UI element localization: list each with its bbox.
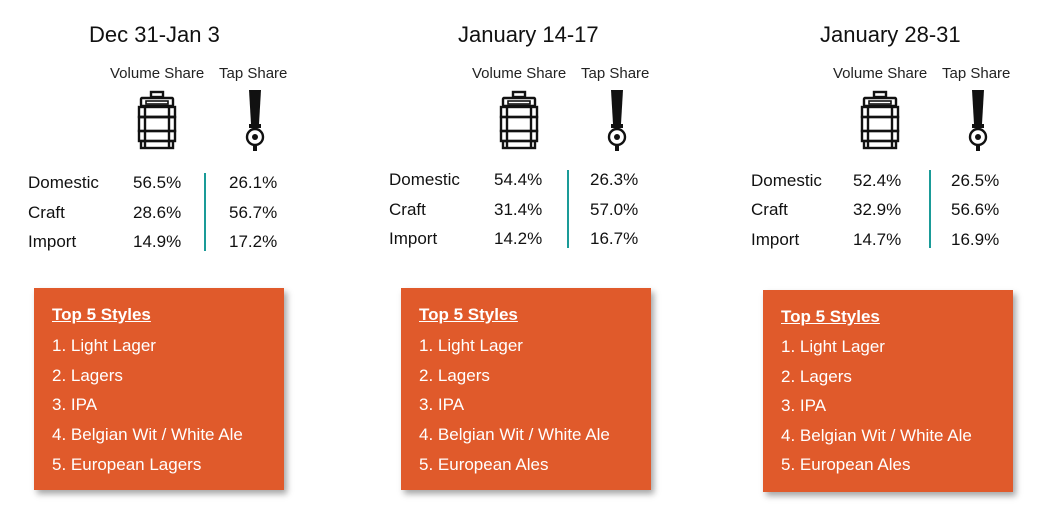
tap-value-craft: 56.7% <box>229 203 278 222</box>
style-item: 2. Lagers <box>52 366 123 385</box>
keg-icon <box>137 90 177 150</box>
tap-value-domestic: 26.3% <box>590 170 639 189</box>
volume-share-header: Volume Share <box>110 65 205 82</box>
period-title: January 28-31 <box>820 22 961 47</box>
column-divider <box>204 173 206 251</box>
top-styles-heading: Top 5 Styles <box>52 305 151 324</box>
volume-value-domestic: 56.5% <box>133 173 182 192</box>
period-title: Dec 31-Jan 3 <box>89 22 220 47</box>
keg-icon <box>499 90 539 150</box>
tap-share-header: Tap Share <box>219 65 288 82</box>
top-styles-heading: Top 5 Styles <box>419 305 518 324</box>
style-item: 1. Light Lager <box>419 336 523 355</box>
tap-share-header: Tap Share <box>942 65 1011 82</box>
top-styles-box: Top 5 Styles 1. Light Lager 2. Lagers 3.… <box>34 288 284 490</box>
row-label-domestic: Domestic <box>389 170 460 189</box>
tap-value-craft: 57.0% <box>590 200 639 219</box>
row-label-craft: Craft <box>28 203 65 222</box>
style-item: 4. Belgian Wit / White Ale <box>419 425 610 444</box>
style-item: 2. Lagers <box>781 367 852 386</box>
tap-value-import: 17.2% <box>229 232 278 251</box>
row-label-import: Import <box>28 232 77 251</box>
tap-value-import: 16.7% <box>590 229 639 248</box>
column-divider <box>567 170 569 248</box>
volume-share-header: Volume Share <box>833 65 928 82</box>
row-label-domestic: Domestic <box>28 173 99 192</box>
style-item: 5. European Ales <box>419 455 549 474</box>
style-item: 2. Lagers <box>419 366 490 385</box>
tap-value-domestic: 26.1% <box>229 173 278 192</box>
volume-share-header: Volume Share <box>472 65 567 82</box>
tap-value-import: 16.9% <box>951 230 1000 249</box>
tap-value-domestic: 26.5% <box>951 171 1000 190</box>
period-panel-1: Dec 31-Jan 3 Volume Share Tap Share Dome… <box>0 0 300 528</box>
style-item: 3. IPA <box>781 396 827 415</box>
style-item: 1. Light Lager <box>52 336 156 355</box>
row-label-domestic: Domestic <box>751 171 822 190</box>
top-styles-box: Top 5 Styles 1. Light Lager 2. Lagers 3.… <box>401 288 651 490</box>
top-styles-box: Top 5 Styles 1. Light Lager 2. Lagers 3.… <box>763 290 1013 492</box>
keg-icon <box>860 90 900 150</box>
style-item: 5. European Ales <box>781 455 911 474</box>
tap-handle-icon <box>968 90 988 151</box>
style-item: 4. Belgian Wit / White Ale <box>52 425 243 444</box>
column-divider <box>929 170 931 248</box>
style-item: 3. IPA <box>52 395 98 414</box>
style-item: 4. Belgian Wit / White Ale <box>781 426 972 445</box>
tap-value-craft: 56.6% <box>951 200 1000 219</box>
period-panel-3: January 28-31 Volume Share Tap Share Dom… <box>723 0 1023 528</box>
row-label-import: Import <box>751 230 800 249</box>
style-item: 1. Light Lager <box>781 337 885 356</box>
tap-share-header: Tap Share <box>581 65 650 82</box>
row-label-craft: Craft <box>389 200 426 219</box>
tap-handle-icon <box>607 90 627 151</box>
volume-value-domestic: 52.4% <box>853 171 902 190</box>
period-panel-2: January 14-17 Volume Share Tap Share Dom… <box>362 0 662 528</box>
style-item: 3. IPA <box>419 395 465 414</box>
top-styles-heading: Top 5 Styles <box>781 307 880 326</box>
volume-value-import: 14.2% <box>494 229 543 248</box>
volume-value-craft: 31.4% <box>494 200 543 219</box>
row-label-import: Import <box>389 229 438 248</box>
row-label-craft: Craft <box>751 200 788 219</box>
volume-value-import: 14.9% <box>133 232 182 251</box>
period-title: January 14-17 <box>458 22 599 47</box>
volume-value-import: 14.7% <box>853 230 902 249</box>
volume-value-craft: 32.9% <box>853 200 902 219</box>
tap-handle-icon <box>245 90 265 151</box>
volume-value-craft: 28.6% <box>133 203 182 222</box>
volume-value-domestic: 54.4% <box>494 170 543 189</box>
style-item: 5. European Lagers <box>52 455 202 474</box>
